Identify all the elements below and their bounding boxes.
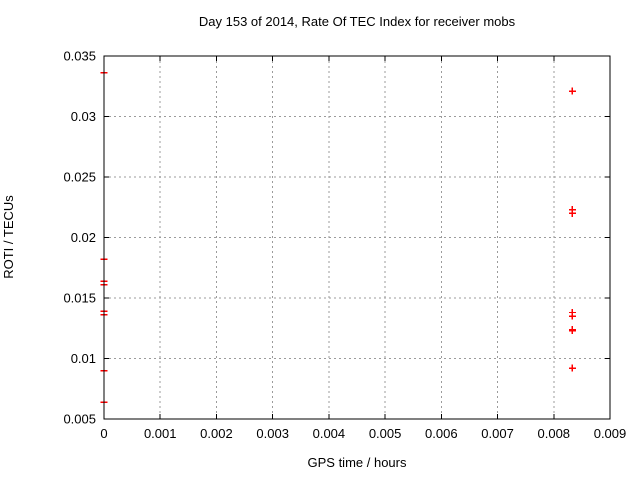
y-tick-label: 0.02 [71, 230, 96, 245]
data-point-marker [568, 209, 576, 217]
x-tick-label: 0.004 [313, 426, 346, 441]
x-tick-label: 0.005 [369, 426, 402, 441]
chart-title: Day 153 of 2014, Rate Of TEC Index for r… [198, 14, 516, 29]
tick-labels-layer: 0 0.001 0.002 0.003 0.004 0.005 0.006 0.007 0.00… [63, 49, 626, 442]
y-tick-label: 0.025 [63, 170, 96, 185]
x-tick-label: 0.006 [425, 426, 458, 441]
x-tick-label: 0.008 [538, 426, 571, 441]
x-tick-label: 0.007 [481, 426, 514, 441]
y-axis-label: ROTI / TECUs [1, 195, 16, 279]
data-point-marker [568, 87, 576, 95]
y-tick-label: 0.015 [63, 291, 96, 306]
x-tick-label: 0.003 [256, 426, 289, 441]
data-point-marker [568, 364, 576, 372]
x-tick-label: 0.002 [200, 426, 233, 441]
y-tick-label: 0.035 [63, 49, 96, 64]
y-tick-label: 0.03 [71, 109, 96, 124]
x-tick-label: 0.001 [144, 426, 177, 441]
x-axis-label: GPS time / hours [307, 455, 407, 470]
y-tick-label: 0.01 [71, 351, 96, 366]
x-tick-label: 0.009 [594, 426, 627, 441]
x-tick-label: 0 [100, 426, 107, 441]
y-tick-label: 0.005 [63, 412, 96, 427]
data-point-marker [568, 312, 576, 320]
data-point-marker [568, 327, 576, 335]
gridlines-layer [104, 56, 610, 419]
plot-frame-layer [103, 55, 611, 420]
